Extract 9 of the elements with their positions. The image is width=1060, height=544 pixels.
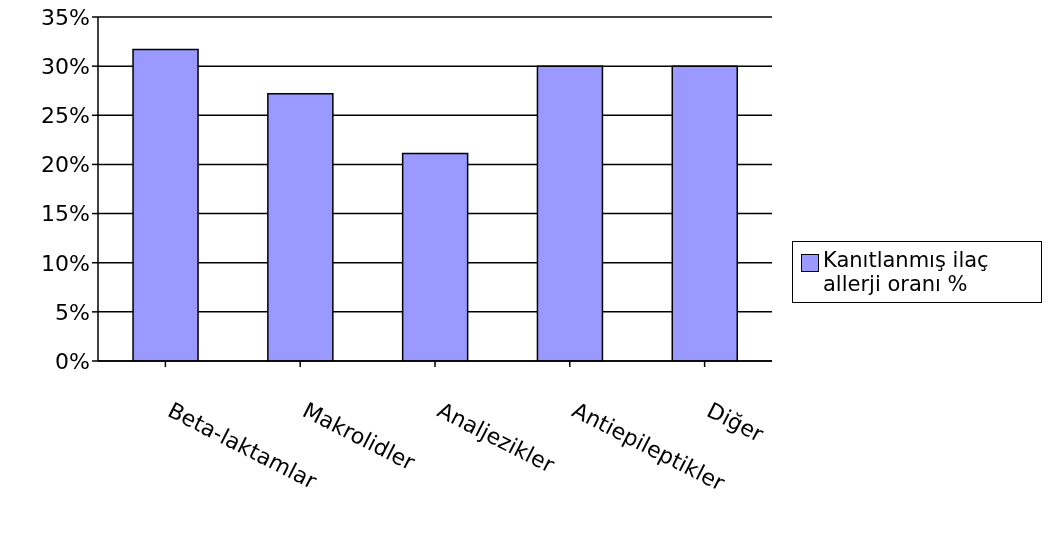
y-tick-label: 0% (55, 348, 90, 374)
y-tick-label: 20% (41, 152, 90, 178)
y-tick-label: 35% (41, 4, 90, 30)
y-tick-label: 25% (41, 103, 90, 129)
y-tick-label: 10% (41, 250, 90, 276)
y-tick-label: 15% (41, 201, 90, 227)
y-tick-label: 5% (55, 299, 90, 325)
y-tick-label: 30% (41, 53, 90, 79)
legend-label: Kanıtlanmış ilaç allerji oranı % (823, 248, 990, 296)
